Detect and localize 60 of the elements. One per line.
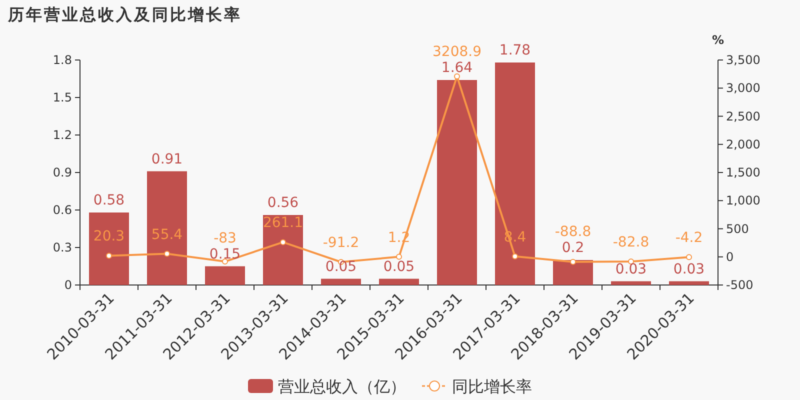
y-tick-label: 0.3 [52, 240, 72, 254]
point [512, 253, 518, 260]
point [396, 254, 402, 260]
point [570, 258, 576, 265]
y2-tick-label: 3,500 [726, 53, 760, 67]
y2-tick-label: 2,000 [726, 137, 760, 152]
data-label: 1.78 [499, 42, 531, 58]
y-tick-label: 0.6 [52, 203, 72, 217]
data-label: 1.64 [441, 60, 473, 76]
point [222, 258, 228, 265]
y-tick-label: 0.9 [52, 166, 72, 180]
legend-label: 同比增长率 [452, 377, 532, 396]
bar [205, 266, 245, 285]
bar [611, 281, 651, 285]
y-tick-label: 1.2 [52, 128, 72, 142]
data-label: -4.2 [675, 230, 703, 246]
y2-tick-label: -500 [726, 278, 754, 292]
y2-tick-label: 500 [726, 222, 749, 236]
point [686, 254, 692, 260]
chart-title: 历年营业总收入及同比增长率 [7, 5, 242, 24]
data-label: 55.4 [151, 226, 183, 243]
data-label: -88.8 [554, 224, 592, 240]
bar [321, 278, 361, 285]
data-label: 261.1 [262, 215, 304, 232]
data-label: -83 [214, 230, 236, 246]
data-label: -91.2 [322, 235, 360, 252]
data-label: 0.2 [562, 240, 584, 256]
y-tick-label: 0 [64, 278, 72, 292]
point [280, 239, 286, 246]
bar [495, 62, 535, 285]
point [164, 250, 170, 257]
data-label: 0.56 [267, 195, 299, 211]
y2-tick-label: 1,000 [726, 194, 760, 208]
bar [379, 278, 419, 285]
point [454, 73, 460, 80]
y2-tick-label: 0 [726, 250, 734, 264]
data-label: 0.03 [673, 261, 705, 278]
data-label: 0.15 [209, 246, 241, 262]
bar [553, 260, 593, 285]
y2-tick-label: 3,000 [726, 81, 760, 96]
y-tick-label: 1.5 [52, 90, 72, 104]
bar [669, 281, 709, 285]
data-label: 0.58 [93, 192, 125, 208]
data-label: 20.3 [93, 228, 125, 245]
data-label: 0.03 [615, 261, 647, 278]
data-label: -82.8 [612, 234, 650, 251]
bar [437, 80, 477, 285]
y2-tick-label: 1,500 [726, 166, 760, 180]
bar [89, 212, 129, 285]
point [106, 252, 112, 259]
data-label: 0.05 [383, 258, 415, 275]
data-label: 3208.9 [432, 44, 482, 60]
y2-axis-title: % [712, 33, 724, 47]
legend-label: 营业总收入（亿） [278, 377, 406, 396]
y-tick-label: 1.8 [52, 53, 72, 67]
bar [263, 215, 303, 285]
bar [147, 171, 187, 285]
data-label: 0.05 [325, 258, 357, 275]
data-label: 0.91 [151, 151, 183, 168]
y2-tick-label: 2,500 [726, 109, 760, 124]
